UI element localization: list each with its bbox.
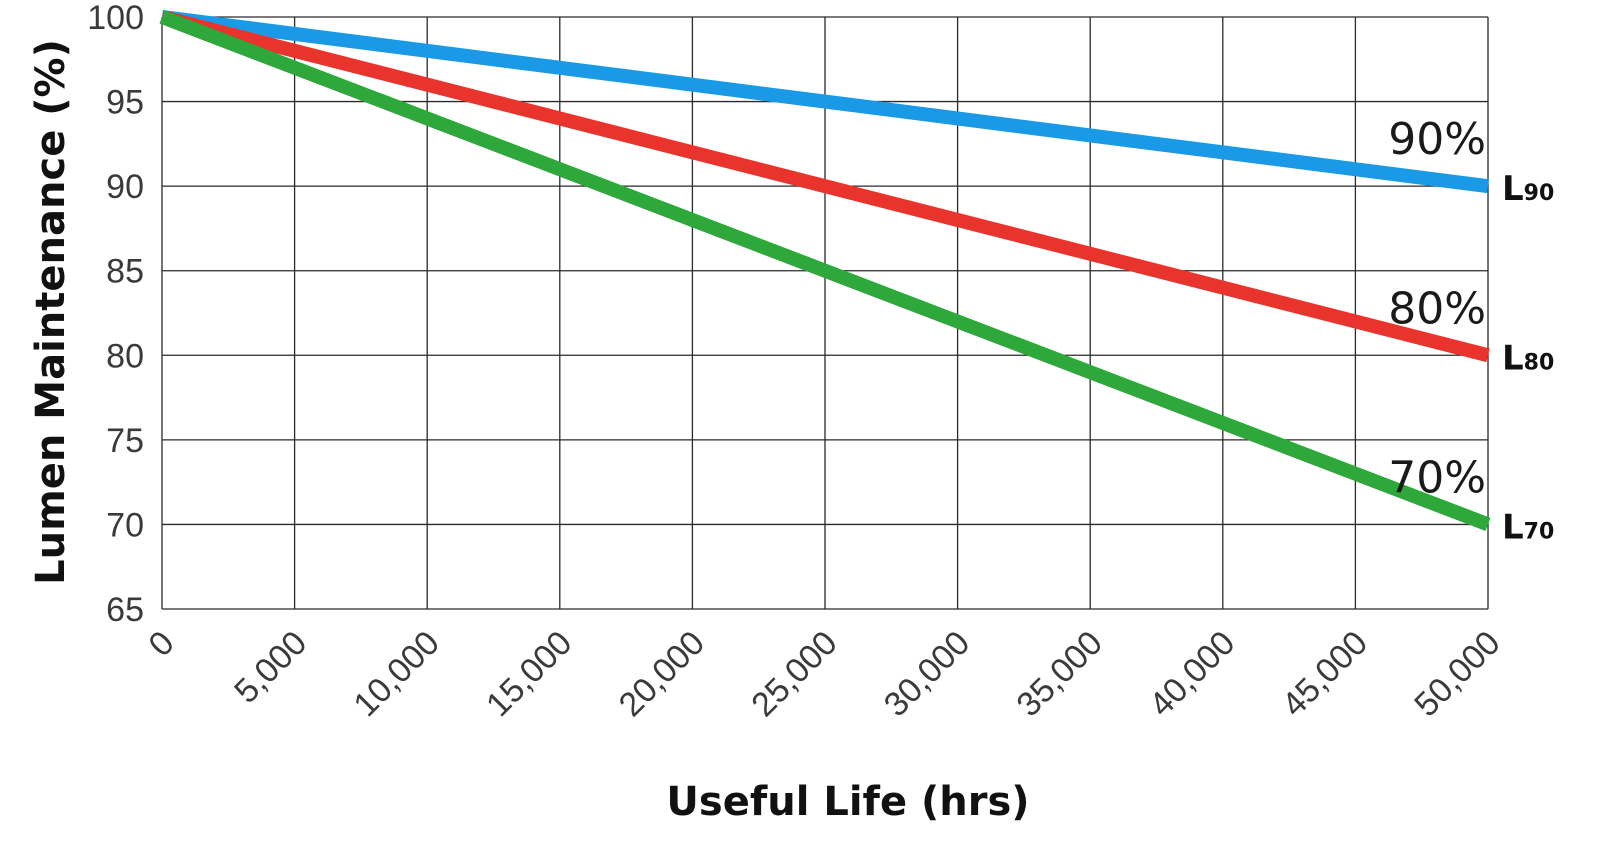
series-end-label: 80%	[1388, 283, 1486, 334]
series-line-70	[159, 10, 1491, 531]
series-end-label: 70%	[1388, 452, 1486, 503]
y-tick-label: 75	[106, 422, 144, 460]
series-tag: L70	[1502, 507, 1554, 547]
x-tick-label: 40,000	[1142, 624, 1242, 724]
series-tag-sub: 70	[1524, 519, 1555, 544]
series-tag-sub: 90	[1524, 181, 1555, 206]
y-tick-label: 100	[87, 0, 144, 37]
x-tick-label: 0	[141, 624, 181, 664]
series-tag-sub: 80	[1524, 350, 1555, 375]
series-line-80	[160, 10, 1490, 363]
series-end-label: 90%	[1388, 114, 1486, 165]
series-lines	[159, 10, 1491, 531]
y-tick-label: 65	[106, 591, 144, 629]
x-axis-label: Useful Life (hrs)	[666, 779, 1029, 825]
series-line-90	[161, 10, 1489, 194]
x-tick-label: 45,000	[1275, 624, 1375, 724]
x-tick-label: 5,000	[227, 624, 314, 711]
series-tag-main: L	[1502, 338, 1524, 378]
x-tick-label: 10,000	[346, 624, 446, 724]
x-tick-label: 50,000	[1407, 624, 1507, 724]
y-tick-label: 90	[106, 168, 144, 206]
x-tick-label: 20,000	[612, 624, 712, 724]
x-tick-label: 30,000	[877, 624, 977, 724]
x-tick-label: 15,000	[479, 624, 579, 724]
y-tick-label: 85	[106, 253, 144, 291]
series-tag: L90	[1502, 169, 1554, 209]
x-tick-labels: 0 5,000 10,000 15,000 20,000 25,000 30,000 35,0…	[141, 624, 1507, 724]
y-axis-label: Lumen Maintenance (%)	[28, 39, 74, 585]
x-tick-label: 25,000	[744, 624, 844, 724]
y-tick-labels: 65 70 75 80 85 90 95 100	[87, 0, 144, 629]
series-tag-main: L	[1502, 507, 1524, 547]
series-tag-main: L	[1502, 169, 1524, 209]
y-tick-label: 95	[106, 84, 144, 122]
x-tick-label: 35,000	[1009, 624, 1109, 724]
y-tick-label: 70	[106, 506, 144, 544]
series-tag: L80	[1502, 338, 1554, 378]
y-tick-label: 80	[106, 337, 144, 375]
